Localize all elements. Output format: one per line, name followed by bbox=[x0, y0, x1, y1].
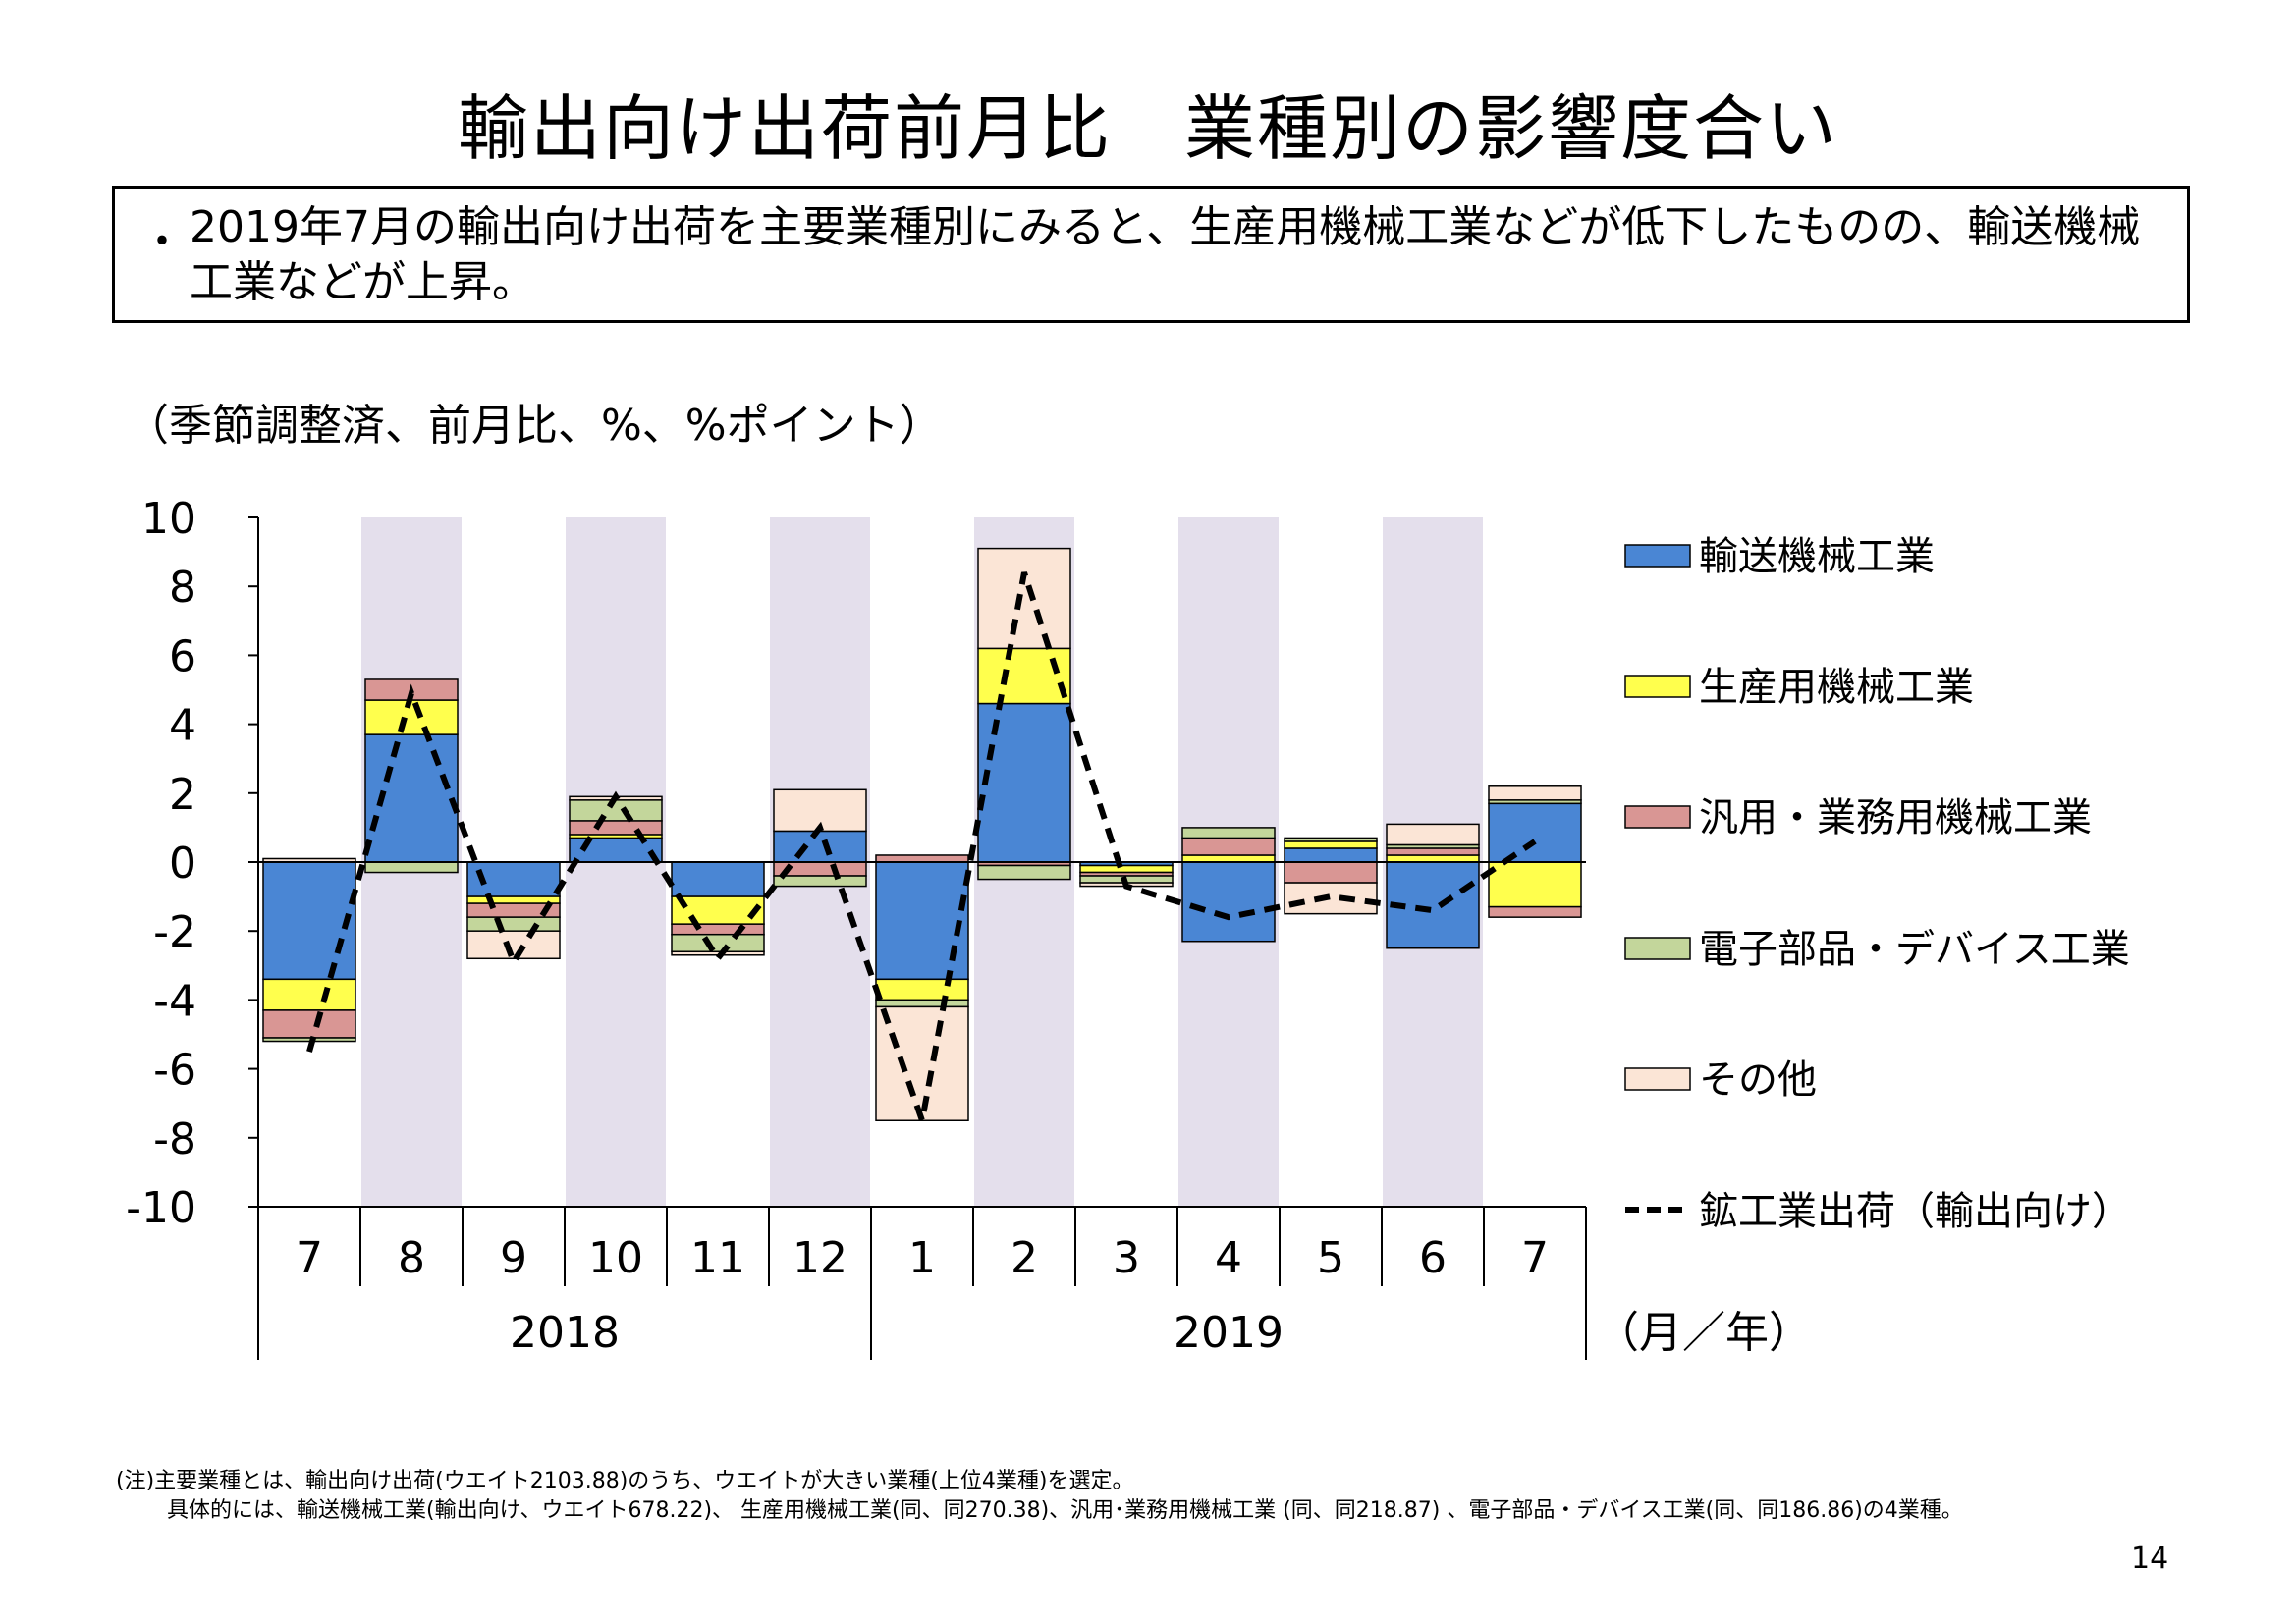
summary-bullet: ・ bbox=[140, 217, 184, 267]
bar-segment bbox=[1386, 847, 1480, 856]
x-tick-label: 7 bbox=[296, 1233, 323, 1283]
stacked-bar-chart: （季節調整済、前月比、%、%ポイント） 10 8 6 4 2 0 -2 -4 -6 -8 -10 7 8 9… bbox=[126, 401, 2131, 1360]
bar-segment bbox=[1079, 864, 1174, 874]
bar-segment bbox=[262, 861, 356, 981]
legend-label: 生産用機械工業 bbox=[1699, 665, 1974, 710]
bar-segment bbox=[875, 999, 969, 1008]
bar-segment bbox=[1488, 785, 1582, 801]
y-tick-label: 0 bbox=[169, 839, 196, 889]
bar-segment bbox=[773, 830, 867, 863]
legend-swatch bbox=[1624, 805, 1691, 829]
y-tick-label: -4 bbox=[153, 976, 196, 1026]
y-tick-label: -6 bbox=[153, 1046, 196, 1096]
bar-segment bbox=[773, 875, 867, 888]
y-tick-label: -2 bbox=[153, 907, 196, 957]
bar-segment bbox=[671, 861, 765, 897]
bar-segment bbox=[466, 916, 561, 932]
x-tick-label: 3 bbox=[1113, 1233, 1140, 1283]
y-tick-label: 6 bbox=[169, 631, 196, 681]
bar-segment bbox=[1488, 905, 1582, 918]
x-tick-label: 11 bbox=[690, 1233, 745, 1283]
legend-swatch bbox=[1624, 1067, 1691, 1091]
bar-segment bbox=[364, 699, 459, 735]
bar-segment bbox=[977, 647, 1071, 705]
y-tick-label: 4 bbox=[169, 701, 196, 751]
y-tick-label: 8 bbox=[169, 563, 196, 613]
year-label: 2019 bbox=[1174, 1308, 1284, 1358]
bar-segment bbox=[262, 1009, 356, 1039]
page-number: 14 bbox=[2131, 1542, 2169, 1576]
legend-label-line: 鉱工業出荷（輸出向け） bbox=[1699, 1189, 2131, 1234]
x-tick-label: 5 bbox=[1317, 1233, 1344, 1283]
bar-segment bbox=[1284, 847, 1378, 863]
bar-segment bbox=[1488, 861, 1582, 908]
y-tick-label: -8 bbox=[153, 1114, 196, 1164]
bar-segment bbox=[875, 978, 969, 1001]
x-tick-label: 8 bbox=[398, 1233, 425, 1283]
bar-segment bbox=[671, 933, 765, 953]
bar-segment bbox=[875, 1005, 969, 1122]
bar-segment bbox=[1386, 823, 1480, 846]
bar-segment bbox=[569, 820, 663, 836]
bar-segment bbox=[1386, 854, 1480, 863]
bar-segment bbox=[1181, 861, 1276, 943]
bar-segment bbox=[671, 895, 765, 925]
unit-label: （季節調整済、前月比、%、%ポイント） bbox=[126, 401, 943, 451]
bar-segment bbox=[364, 861, 459, 874]
footnote-2: 具体的には、輸送機械工業(輸出向け、ウエイト678.22)、 生産用機械工業(同… bbox=[167, 1498, 1963, 1523]
bar-segment bbox=[977, 864, 1071, 881]
year-label: 2018 bbox=[510, 1308, 620, 1358]
bar-segment bbox=[1284, 840, 1378, 849]
x-tick-label: 10 bbox=[588, 1233, 643, 1283]
x-tick-label: 9 bbox=[500, 1233, 527, 1283]
x-tick-label: 1 bbox=[908, 1233, 936, 1283]
bar-segment bbox=[1181, 837, 1276, 856]
x-tick-label: 6 bbox=[1419, 1233, 1447, 1283]
page-title: 輸出向け出荷前月比 業種別の影響度合い bbox=[457, 87, 1838, 170]
x-tick-label: 2 bbox=[1011, 1233, 1038, 1283]
legend-label: その他 bbox=[1699, 1057, 1817, 1103]
bar-segment bbox=[977, 702, 1071, 863]
bar-segment bbox=[262, 1037, 356, 1043]
bar-segment bbox=[1284, 837, 1378, 842]
bar-segment bbox=[262, 978, 356, 1011]
legend-label: 汎用・業務用機械工業 bbox=[1699, 795, 2092, 840]
bar-segment bbox=[671, 923, 765, 936]
x-tick-label: 4 bbox=[1215, 1233, 1242, 1283]
summary-box: ・ 2019年7月の輸出向け出荷を主要業種別にみると、生産用機械工業などが低下し… bbox=[112, 186, 2190, 323]
legend-label: 輸送機械工業 bbox=[1699, 534, 1935, 579]
summary-text: 2019年7月の輸出向け出荷を主要業種別にみると、生産用機械工業などが低下したも… bbox=[190, 202, 2141, 307]
bar-segment bbox=[875, 854, 969, 863]
bar-segment bbox=[1284, 882, 1378, 915]
legend-swatch bbox=[1624, 675, 1691, 698]
bar-segment bbox=[569, 799, 663, 822]
y-tick-label: 2 bbox=[169, 770, 196, 820]
legend-swatch bbox=[1624, 937, 1691, 960]
y-tick-label: 10 bbox=[141, 494, 196, 544]
legend-label: 電子部品・デバイス工業 bbox=[1699, 927, 2130, 972]
bar-segment bbox=[977, 547, 1071, 650]
bar-segment bbox=[1488, 802, 1582, 863]
legend-swatch bbox=[1624, 544, 1691, 568]
bar-segment bbox=[1181, 854, 1276, 863]
bar-segment bbox=[1181, 827, 1276, 839]
bar-segment bbox=[466, 895, 561, 904]
bar-segment bbox=[1284, 861, 1378, 884]
x-unit-label: （月／年） bbox=[1596, 1308, 1812, 1358]
x-tick-label: 7 bbox=[1521, 1233, 1549, 1283]
y-tick-label: -10 bbox=[126, 1183, 196, 1233]
bar-segment bbox=[875, 861, 969, 981]
footnote-1: (注)主要業種とは、輸出向け出荷(ウエイト2103.88)のうち、ウエイトが大き… bbox=[116, 1469, 1134, 1493]
x-tick-label: 12 bbox=[793, 1233, 847, 1283]
